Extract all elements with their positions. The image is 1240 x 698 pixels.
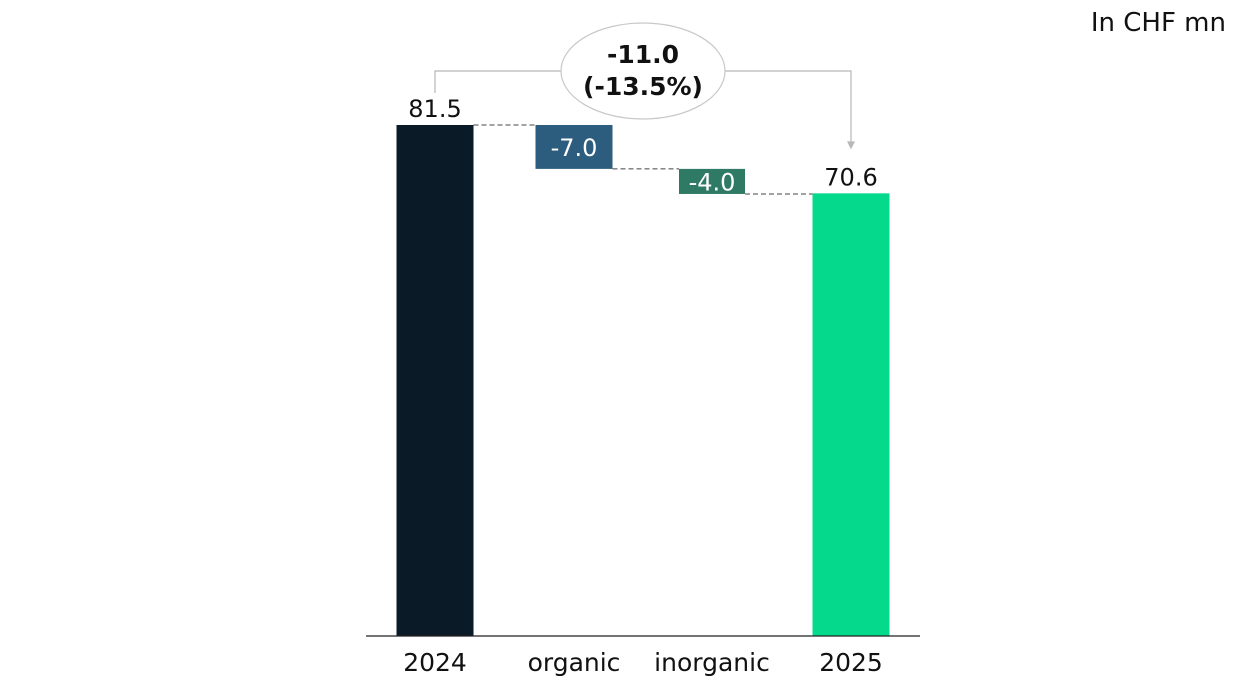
bar-2025	[812, 193, 890, 636]
change-annotation: -11.0 (-13.5%)	[434, 22, 855, 150]
value-label-2025: 70.6	[824, 163, 877, 191]
connector-lines	[473, 124, 813, 195]
tick-label-inorganic: inorganic	[654, 648, 770, 677]
bar-organic	[535, 125, 613, 169]
value-label-inorganic: -4.0	[689, 168, 736, 196]
change-value: -11.0	[607, 40, 679, 69]
bar-inorganic	[679, 168, 745, 194]
bar-2024	[396, 125, 474, 636]
tick-label-2024: 2024	[403, 648, 467, 677]
x-axis-ticks: 2024 organic inorganic 2025	[403, 648, 883, 677]
change-arrowhead	[847, 141, 855, 150]
change-bubble	[560, 22, 726, 120]
bars-group: 81.5 -7.0 -4.0 70.6	[396, 95, 890, 636]
tick-label-organic: organic	[528, 648, 621, 677]
value-label-2024: 81.5	[408, 95, 461, 123]
change-bracket-left	[434, 70, 561, 93]
unit-label: In CHF mn	[1090, 8, 1226, 38]
change-bracket-right	[725, 70, 852, 144]
change-percent: (-13.5%)	[583, 72, 703, 101]
tick-label-2025: 2025	[819, 648, 883, 677]
value-label-organic: -7.0	[551, 134, 598, 162]
